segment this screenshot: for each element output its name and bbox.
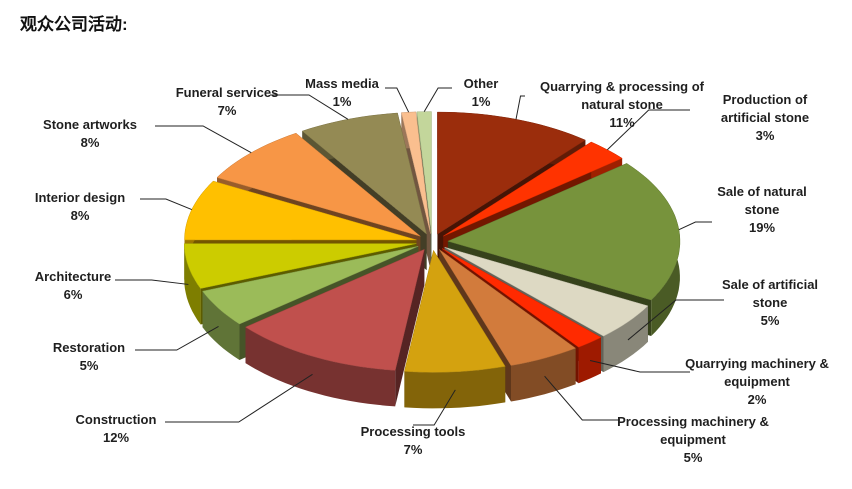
slice-side: [184, 243, 201, 325]
slice-top: [439, 249, 577, 366]
category-label: Stone artworks: [43, 117, 137, 132]
slice-top: [437, 111, 586, 235]
slice-top: [442, 248, 602, 348]
leader-line: [165, 373, 313, 423]
category-label: Sale of artificial stone: [721, 277, 819, 310]
slice-label: Other 1%: [441, 75, 521, 111]
leader-line: [589, 359, 690, 373]
value-label: 7%: [217, 103, 237, 118]
slice-top: [244, 248, 425, 371]
category-label: Construction: [75, 412, 157, 427]
leader-line: [627, 299, 724, 341]
slice-top: [202, 246, 419, 325]
slice-label: Sale of artificial stone 5%: [715, 276, 825, 330]
slice-side: [202, 291, 240, 360]
leader-line: [270, 94, 349, 120]
value-label: 3%: [755, 128, 775, 143]
slice-label: Construction 12%: [61, 411, 171, 447]
value-label: 7%: [403, 442, 423, 457]
leader-line: [423, 87, 452, 112]
value-label: 5%: [683, 450, 703, 465]
leader-line: [544, 375, 620, 421]
value-label: 5%: [79, 358, 99, 373]
value-label: 5%: [760, 313, 780, 328]
slice-side: [404, 366, 506, 409]
slice-top: [444, 246, 649, 337]
slice-label: Sale of natural stone 19%: [707, 183, 817, 237]
slice-wall: [395, 249, 425, 407]
category-label: Quarrying & processing of natural stone: [540, 79, 704, 112]
slice-top: [443, 141, 623, 237]
leader-line: [140, 198, 192, 211]
slice-label: Funeral services 7%: [162, 84, 292, 120]
slice-side: [511, 348, 576, 402]
leader-line: [678, 221, 712, 231]
leader-line: [115, 279, 189, 285]
slice-top: [184, 180, 417, 241]
slice-label: Quarrying & processing of natural stone 1…: [527, 78, 717, 132]
slice-side: [603, 305, 648, 373]
slice-top: [416, 111, 432, 234]
slice-top: [404, 249, 506, 373]
value-label: 2%: [747, 392, 767, 407]
leader-line: [155, 125, 252, 154]
value-label: 6%: [63, 287, 83, 302]
slice-side: [578, 337, 601, 384]
slice-label: Restoration 5%: [44, 339, 134, 375]
category-label: Other: [463, 76, 499, 91]
category-label: Restoration: [52, 340, 126, 355]
slice-label: Production of artificial stone 3%: [705, 91, 825, 145]
leader-line: [515, 95, 525, 120]
value-label: 12%: [102, 430, 130, 445]
slice-label: Processing tools 7%: [343, 423, 483, 459]
slice-top: [301, 112, 428, 235]
slice-label: Stone artworks 8%: [25, 116, 155, 152]
slice-side: [245, 327, 396, 407]
value-label: 19%: [748, 220, 776, 235]
category-label: Quarrying machinery & equipment: [685, 356, 829, 389]
category-label: Funeral services: [175, 85, 279, 100]
value-label: 11%: [609, 115, 635, 130]
leader-line: [413, 389, 456, 426]
category-label: Processing tools: [360, 424, 466, 439]
slice: [244, 248, 425, 407]
leader-line: [385, 87, 410, 113]
slice-label: Quarrying machinery & equipment 2%: [677, 355, 837, 409]
slice-top: [401, 111, 431, 234]
value-label: 1%: [332, 94, 352, 109]
category-label: Mass media: [305, 76, 379, 91]
slice-label: Processing machinery & equipment 5%: [613, 413, 773, 467]
slice-top: [216, 132, 421, 237]
leader-line: [135, 325, 219, 351]
category-label: Production of artificial stone: [720, 92, 810, 125]
slice-top: [184, 243, 417, 289]
slice-label: Architecture 6%: [28, 268, 118, 304]
value-label: 1%: [471, 94, 491, 109]
page-title: 观众公司活动:: [20, 15, 128, 34]
slice-label: Interior design 8%: [25, 189, 135, 225]
category-label: Architecture: [34, 269, 112, 284]
category-label: Processing machinery & equipment: [617, 414, 769, 447]
value-label: 8%: [70, 208, 90, 223]
slice: [404, 249, 506, 409]
slice-label: Mass media 1%: [292, 75, 392, 111]
category-label: Sale of natural stone: [717, 184, 807, 217]
leader-line: [607, 109, 690, 151]
value-label: 8%: [80, 135, 100, 150]
category-label: Interior design: [34, 190, 126, 205]
